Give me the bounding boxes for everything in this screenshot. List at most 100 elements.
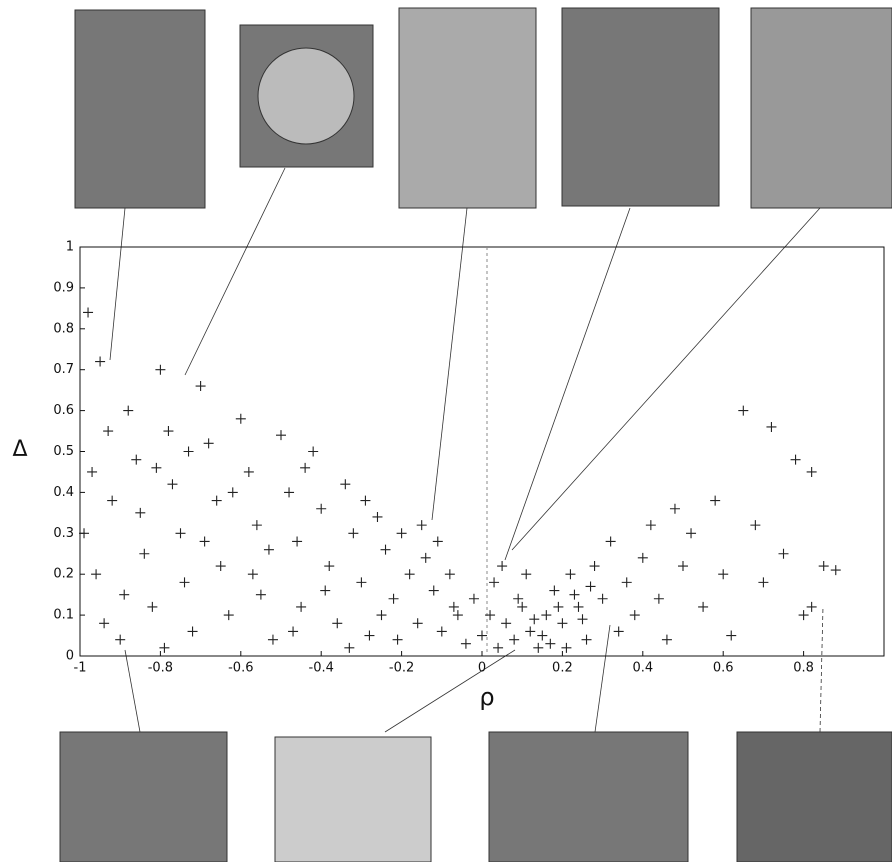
point — [807, 602, 817, 612]
point — [565, 569, 575, 579]
point — [791, 455, 801, 465]
point — [421, 553, 431, 563]
point — [264, 545, 274, 555]
point — [256, 590, 266, 600]
point — [646, 520, 656, 530]
point — [766, 422, 776, 432]
point — [167, 479, 177, 489]
point — [485, 610, 495, 620]
point — [553, 602, 563, 612]
point — [389, 594, 399, 604]
point — [750, 520, 760, 530]
x-tick-label: -0.4 — [309, 661, 334, 676]
point — [372, 512, 382, 522]
point — [180, 577, 190, 587]
point — [340, 479, 350, 489]
point — [582, 635, 592, 645]
point — [521, 569, 531, 579]
point — [119, 590, 129, 600]
point — [393, 635, 403, 645]
point — [831, 565, 841, 575]
point — [184, 447, 194, 457]
point — [377, 610, 387, 620]
point — [417, 520, 427, 530]
point — [200, 536, 210, 546]
point — [614, 626, 624, 636]
point — [139, 549, 149, 559]
point — [364, 631, 374, 641]
point — [360, 496, 370, 506]
y-axis-label: Δ — [12, 437, 27, 462]
thumbnail — [275, 737, 431, 862]
point — [224, 610, 234, 620]
point — [381, 545, 391, 555]
point — [87, 467, 97, 477]
point — [726, 631, 736, 641]
point — [196, 381, 206, 391]
point — [151, 463, 161, 473]
point — [99, 618, 109, 628]
y-tick-label: 0.5 — [53, 444, 74, 459]
point — [545, 639, 555, 649]
point — [497, 561, 507, 571]
point — [573, 602, 583, 612]
y-tick-label: 0.7 — [53, 362, 74, 377]
point — [316, 504, 326, 514]
callout-line — [512, 208, 820, 550]
point — [103, 426, 113, 436]
x-tick-label: 0.8 — [793, 661, 814, 676]
point — [533, 643, 543, 653]
point — [630, 610, 640, 620]
point — [244, 467, 254, 477]
point — [135, 508, 145, 518]
point — [252, 520, 262, 530]
point — [489, 577, 499, 587]
point — [296, 602, 306, 612]
point — [107, 496, 117, 506]
point — [686, 528, 696, 538]
thumbnail-detail — [258, 48, 354, 144]
callout-line — [595, 625, 610, 732]
point — [758, 577, 768, 587]
thumbnail — [751, 8, 892, 208]
x-tick-label: 0 — [478, 661, 486, 676]
point — [163, 426, 173, 436]
point — [678, 561, 688, 571]
point — [300, 463, 310, 473]
thumbnails — [60, 8, 892, 862]
point — [549, 586, 559, 596]
point — [501, 618, 511, 628]
point — [662, 635, 672, 645]
point — [216, 561, 226, 571]
y-tick-label: 0.6 — [53, 403, 74, 418]
point — [437, 626, 447, 636]
point — [718, 569, 728, 579]
point — [537, 631, 547, 641]
point — [606, 536, 616, 546]
point — [115, 635, 125, 645]
point — [807, 467, 817, 477]
point — [819, 561, 829, 571]
y-tick-label: 0.9 — [53, 280, 74, 295]
point — [529, 614, 539, 624]
point — [308, 447, 318, 457]
point — [248, 569, 258, 579]
point — [698, 602, 708, 612]
point — [188, 626, 198, 636]
point — [429, 586, 439, 596]
thumbnail — [489, 732, 688, 862]
point — [405, 569, 415, 579]
point — [212, 496, 222, 506]
x-tick-label: 0.6 — [713, 661, 734, 676]
point — [95, 357, 105, 367]
callout-line — [432, 208, 467, 520]
point — [622, 577, 632, 587]
point — [147, 602, 157, 612]
point — [799, 610, 809, 620]
y-tick-label: 0.3 — [53, 526, 74, 541]
point — [590, 561, 600, 571]
figure: ρ Δ 00.10.20.30.40.50.60.70.80.91-1-0.8-… — [0, 0, 892, 862]
point — [493, 643, 503, 653]
point — [204, 438, 214, 448]
point — [276, 430, 286, 440]
